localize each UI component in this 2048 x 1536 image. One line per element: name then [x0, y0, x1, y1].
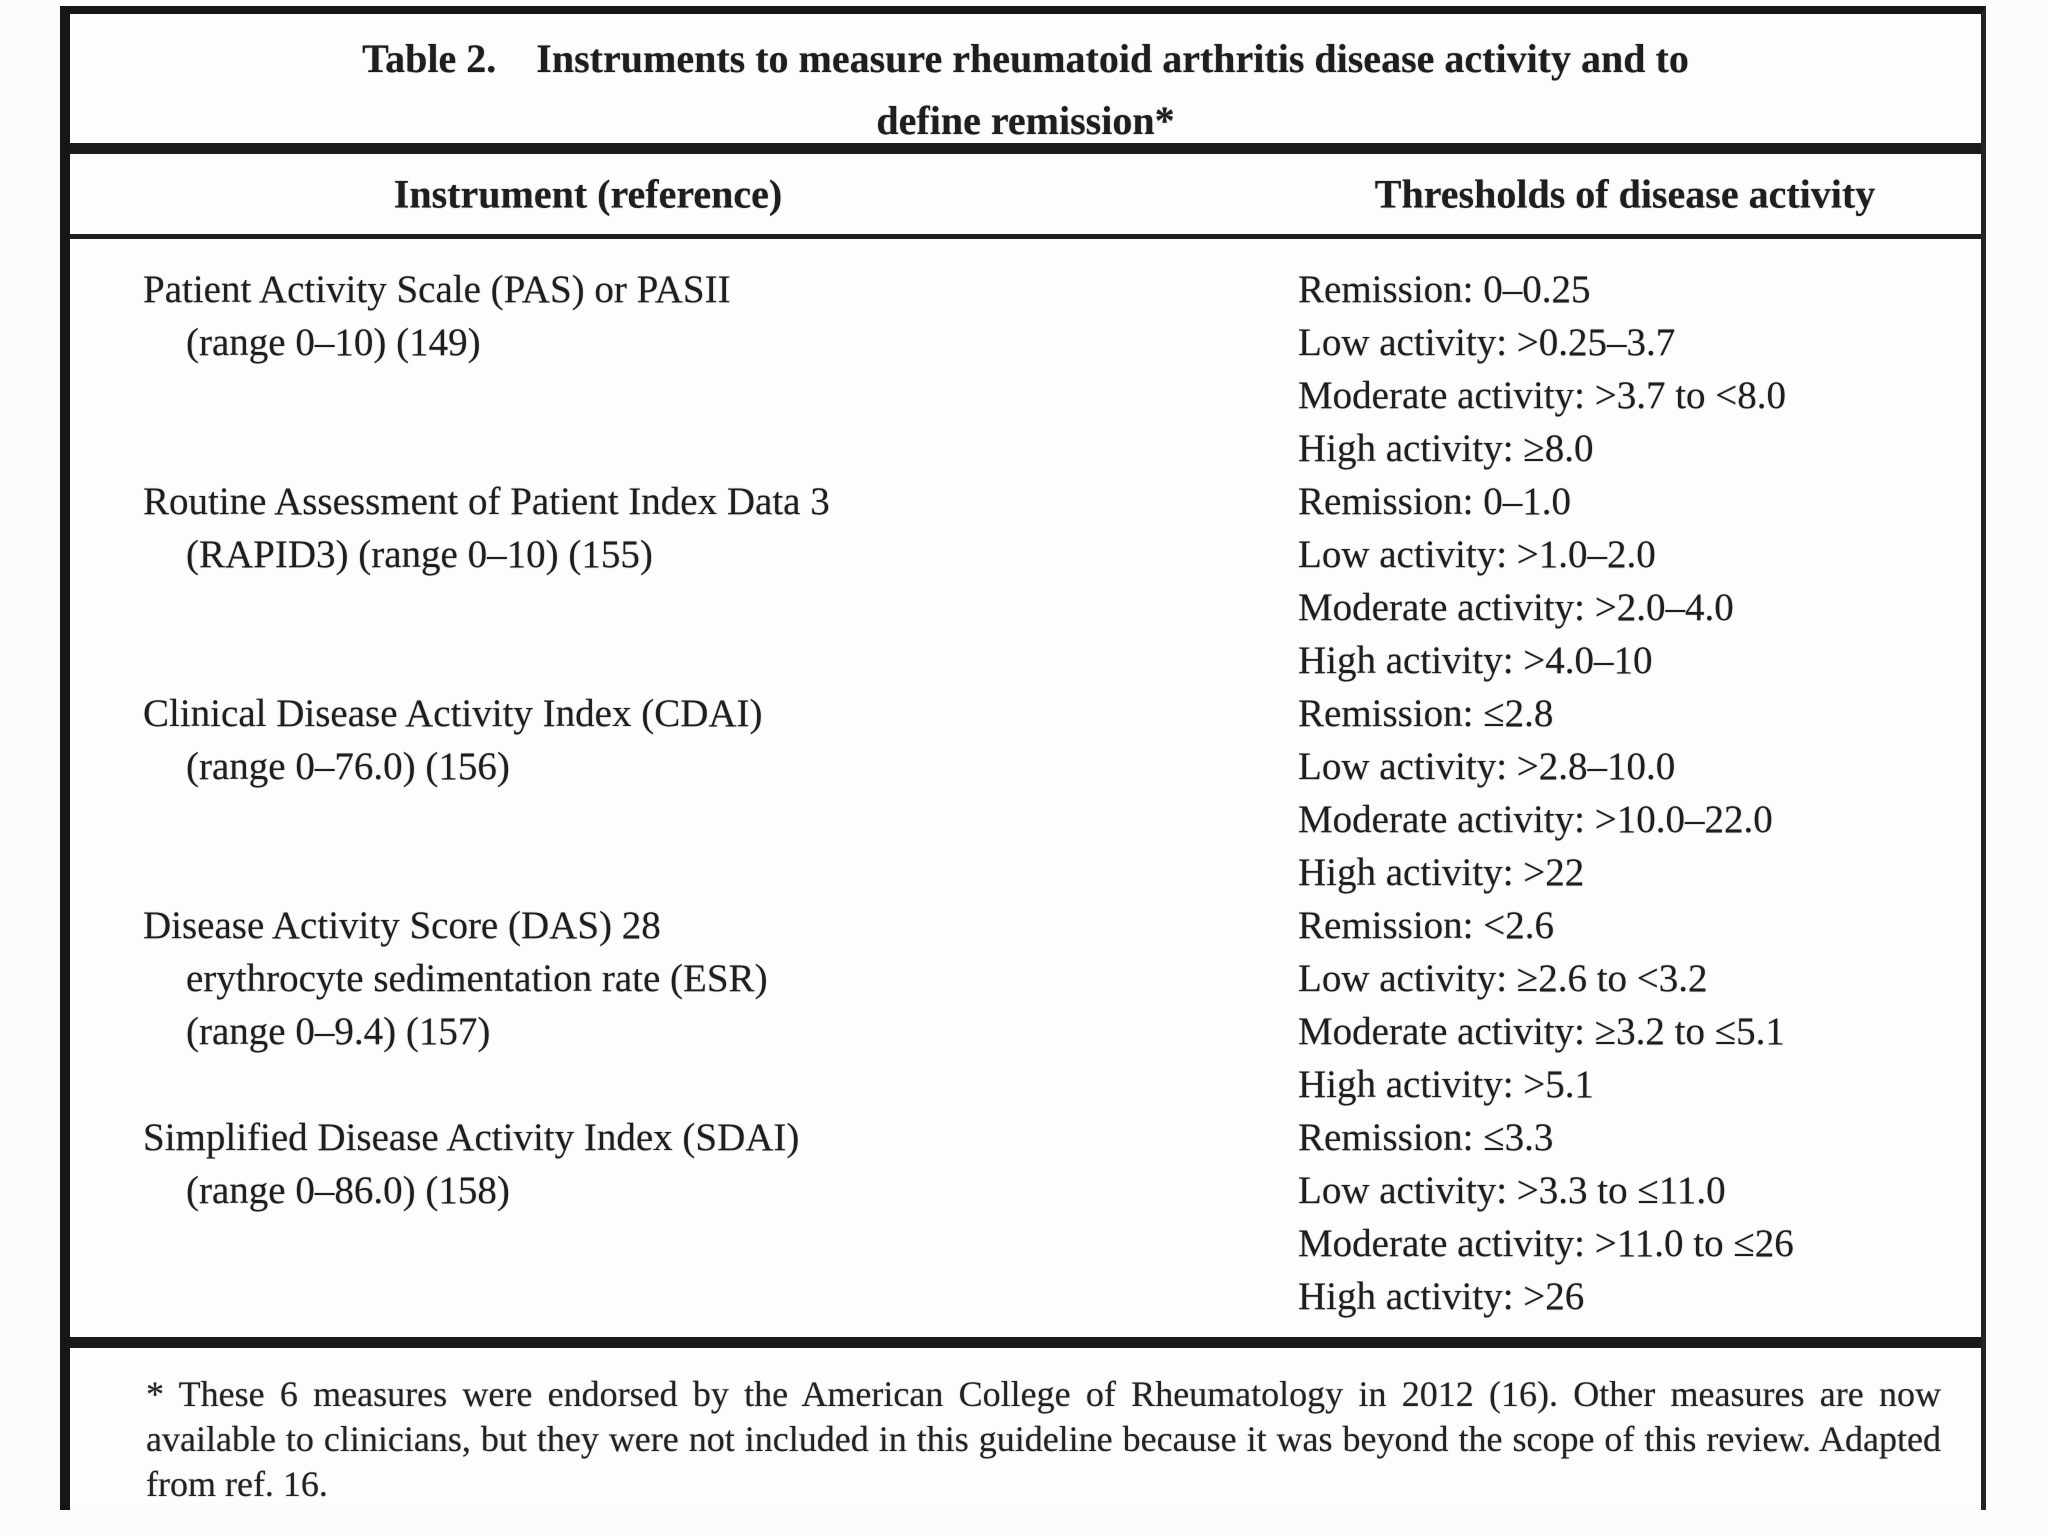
threshold-line: Moderate activity: >2.0–4.0	[1298, 586, 1734, 629]
instrument-line: (range 0–86.0) (158)	[186, 1169, 510, 1212]
instrument-line: Clinical Disease Activity Index (CDAI)	[143, 692, 763, 735]
threshold-line: Moderate activity: >11.0 to ≤26	[1298, 1222, 1794, 1265]
instrument-line: Patient Activity Scale (PAS) or PASII	[143, 268, 731, 311]
threshold-line: Low activity: >3.3 to ≤11.0	[1298, 1169, 1726, 1212]
thresholds-cell: Remission: ≤2.8 Low activity: >2.8–10.0 …	[1285, 687, 1981, 899]
instrument-line: Disease Activity Score (DAS) 28	[143, 904, 661, 947]
threshold-line: Moderate activity: >10.0–22.0	[1298, 798, 1773, 841]
footnote-block: * These 6 measures were endorsed by the …	[70, 1348, 1981, 1507]
table-2: Table 2. Instruments to measure rheumatoi…	[60, 6, 1986, 1510]
table-row: Disease Activity Score (DAS) 28 erythroc…	[70, 899, 1981, 1111]
threshold-line: Low activity: >1.0–2.0	[1298, 533, 1656, 576]
threshold-line: Moderate activity: >3.7 to <8.0	[1298, 374, 1787, 417]
table-row: Clinical Disease Activity Index (CDAI) (…	[70, 687, 1981, 899]
instrument-line: (RAPID3) (range 0–10) (155)	[186, 533, 653, 576]
thresholds-cell: Remission: 0–1.0 Low activity: >1.0–2.0 …	[1285, 475, 1981, 687]
threshold-line: Remission: <2.6	[1298, 904, 1555, 947]
instrument-line: (range 0–10) (149)	[186, 321, 481, 364]
thresholds-cell: Remission: 0–0.25 Low activity: >0.25–3.…	[1285, 263, 1981, 475]
threshold-line: High activity: ≥8.0	[1298, 427, 1594, 470]
instrument-cell: Simplified Disease Activity Index (SDAI)…	[70, 1111, 1285, 1217]
title-separator-rule	[70, 143, 1981, 154]
footnote-separator-rule	[70, 1337, 1981, 1348]
instrument-line: Routine Assessment of Patient Index Data…	[143, 480, 830, 523]
threshold-line: Low activity: >0.25–3.7	[1298, 321, 1676, 364]
instrument-cell: Patient Activity Scale (PAS) or PASII (r…	[70, 263, 1285, 369]
threshold-line: Remission: ≤3.3	[1298, 1116, 1554, 1159]
header-separator-rule	[70, 234, 1981, 239]
threshold-line: Remission: 0–0.25	[1298, 268, 1591, 311]
threshold-line: Low activity: >2.8–10.0	[1298, 745, 1676, 788]
threshold-line: High activity: >22	[1298, 851, 1585, 894]
threshold-line: Remission: 0–1.0	[1298, 480, 1572, 523]
threshold-line: Low activity: ≥2.6 to <3.2	[1298, 957, 1708, 1000]
table-title: Table 2. Instruments to measure rheumatoi…	[70, 14, 1981, 143]
instrument-cell: Disease Activity Score (DAS) 28 erythroc…	[70, 899, 1285, 1058]
threshold-line: High activity: >4.0–10	[1298, 639, 1653, 682]
thresholds-cell: Remission: ≤3.3 Low activity: >3.3 to ≤1…	[1285, 1111, 1981, 1323]
column-header-thresholds: Thresholds of disease activity	[1374, 171, 1876, 217]
table-body: Patient Activity Scale (PAS) or PASII (r…	[70, 239, 1981, 1323]
table-footnote: * These 6 measures were endorsed by the …	[146, 1374, 1941, 1504]
instrument-cell: Clinical Disease Activity Index (CDAI) (…	[70, 687, 1285, 793]
column-header-row: Instrument (reference) Thresholds of dis…	[70, 154, 1981, 234]
instrument-line: Simplified Disease Activity Index (SDAI)	[143, 1116, 800, 1159]
threshold-line: High activity: >26	[1298, 1275, 1585, 1318]
threshold-line: Moderate activity: ≥3.2 to ≤5.1	[1298, 1010, 1785, 1053]
table-title-line1: Table 2. Instruments to measure rheumatoi…	[70, 28, 1981, 90]
table-row: Routine Assessment of Patient Index Data…	[70, 475, 1981, 687]
table-title-line2: define remission*	[876, 98, 1175, 143]
threshold-line: High activity: >5.1	[1298, 1063, 1595, 1106]
instrument-line: erythrocyte sedimentation rate (ESR)	[186, 957, 768, 1000]
table-title-text: Instruments to measure rheumatoid arthri…	[536, 36, 1689, 81]
instrument-line: (range 0–9.4) (157)	[186, 1010, 491, 1053]
threshold-line: Remission: ≤2.8	[1298, 692, 1554, 735]
thresholds-cell: Remission: <2.6 Low activity: ≥2.6 to <3…	[1285, 899, 1981, 1111]
column-header-instrument: Instrument (reference)	[393, 171, 783, 217]
table-row: Patient Activity Scale (PAS) or PASII (r…	[70, 263, 1981, 475]
table-row: Simplified Disease Activity Index (SDAI)…	[70, 1111, 1981, 1323]
table-number-label: Table 2.	[362, 36, 497, 81]
instrument-line: (range 0–76.0) (156)	[186, 745, 510, 788]
instrument-cell: Routine Assessment of Patient Index Data…	[70, 475, 1285, 581]
